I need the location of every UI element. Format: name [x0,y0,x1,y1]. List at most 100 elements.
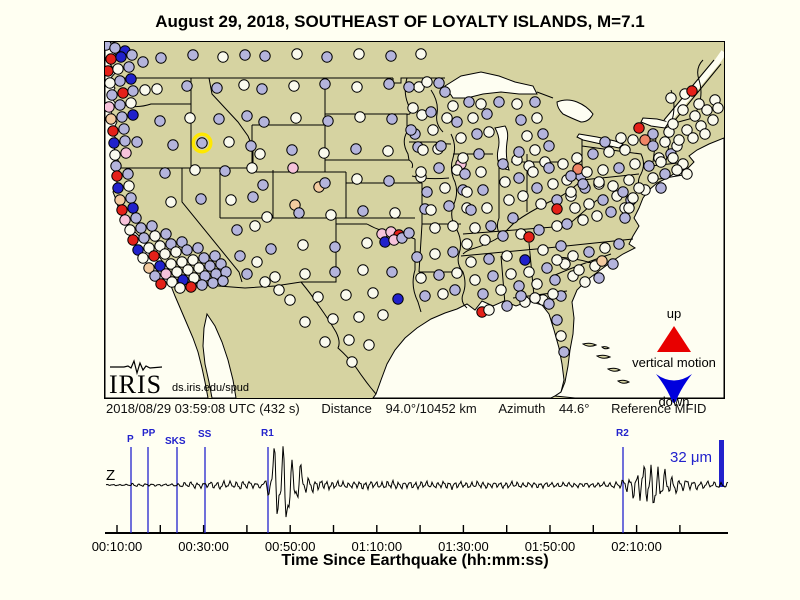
station-marker [619,212,631,224]
station-marker [116,204,128,216]
station-marker [246,162,258,174]
station-marker [427,124,439,136]
station-marker [261,211,273,223]
station-marker [587,148,599,160]
station-marker [154,115,166,127]
status-datetime: 2018/08/29 03:59:08 UTC (432 s) [106,401,300,416]
station-marker [116,111,128,123]
station-marker [415,48,427,60]
station-marker [151,83,163,95]
station-marker [667,118,679,130]
station-marker [643,160,655,172]
station-marker [241,268,253,280]
distance-label: Distance [321,401,372,416]
station-marker [350,143,362,155]
axis-tick-label: 00:30:00 [178,539,229,554]
station-marker [167,139,179,151]
logo-seismogram-squiggle [110,359,163,376]
station-marker [465,256,477,268]
station-marker [119,135,131,147]
station-marker [241,110,253,122]
station-marker [493,96,505,108]
station-marker [195,193,207,205]
status-bar: 2018/08/29 03:59:08 UTC (432 s) Distance… [106,401,746,416]
station-marker [126,49,138,61]
station-marker [192,242,204,254]
station-marker [497,158,509,170]
station-marker [593,176,605,188]
station-marker [629,158,641,170]
station-marker [107,125,119,137]
station-marker [689,110,701,122]
station-marker [647,140,659,152]
station-marker [198,252,210,264]
station-marker [117,87,129,99]
station-marker [457,152,469,164]
station-marker [321,51,333,63]
axis-tick-label: 01:50:00 [525,539,576,554]
station-marker [319,177,331,189]
station-marker [513,146,525,158]
station-marker [112,63,124,75]
station-marker [687,132,699,144]
station-marker [483,126,495,138]
station-marker [475,98,487,110]
station-marker [130,212,142,224]
station-marker [154,240,166,252]
station-marker [479,234,491,246]
station-marker [109,149,121,161]
station-marker [583,246,595,258]
station-marker [597,194,609,206]
station-marker [249,220,261,232]
station-marker [124,224,136,236]
station-marker [591,210,603,222]
station-marker [181,80,193,92]
seismogram-plot: 00:10:00 00:30:00 00:50:00 01:10:00 01:30:00… [92,428,729,554]
station-marker [217,275,229,287]
legend-center-label: vertical motion [632,355,716,370]
station-marker [182,264,194,276]
station-marker [139,84,151,96]
reference-station-ring [191,132,213,154]
station-marker [165,196,177,208]
azimuth-value: 44.6° [558,401,590,416]
station-marker [659,136,671,148]
phase-label-SKS: SKS [165,436,186,447]
station-marker [619,144,631,156]
station-marker [299,268,311,280]
station-marker [239,49,251,61]
station-marker [659,168,671,180]
station-marker [447,246,459,258]
station-marker [623,174,635,186]
station-marker [403,81,415,93]
phase-label-PP: PP [142,428,156,439]
station-marker [385,50,397,62]
st-lawrence-river [664,50,724,124]
station-marker [681,168,693,180]
legend-up-label: up [667,306,681,321]
station-marker [265,243,277,255]
station-marker [667,152,679,164]
station-marker [170,246,182,258]
station-marker [501,300,513,312]
station-marker [639,134,651,146]
station-marker [686,85,698,97]
station-marker [135,222,147,234]
station-marker [665,92,677,104]
station-marker [701,104,713,116]
station-marker [211,82,223,94]
station-marker [258,116,270,128]
station-marker [521,130,533,142]
station-marker [357,205,369,217]
axis-tick-label: 00:50:00 [265,539,316,554]
gulf-of-california [202,312,237,398]
station-marker [455,132,467,144]
station-marker [189,164,201,176]
station-marker [386,266,398,278]
station-marker [353,48,365,60]
station-marker [290,112,302,124]
station-marker [293,207,305,219]
station-marker [579,276,591,288]
station-marker [325,209,337,221]
